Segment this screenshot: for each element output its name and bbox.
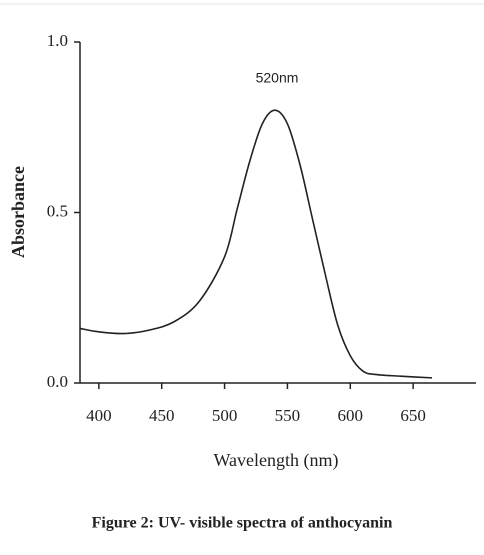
- x-tick-label: 450: [149, 406, 175, 425]
- spectrum-line: [79, 109, 433, 379]
- x-tick-label: 550: [275, 406, 301, 425]
- annotation: 520nm: [256, 70, 299, 86]
- x-tick-label: 400: [86, 406, 112, 425]
- y-tick-label: 0.5: [47, 201, 68, 220]
- y-tick-label: 0.0: [47, 372, 68, 391]
- y-axis-label: Absorbance: [8, 166, 28, 258]
- x-axis-label: Wavelength (nm): [213, 450, 338, 471]
- caption: Figure 2: UV- visible spectra of anthocy…: [92, 515, 393, 532]
- x-tick-label: 650: [400, 406, 426, 425]
- x-tick-label: 500: [212, 406, 238, 425]
- y-tick-label: 1.0: [47, 31, 68, 50]
- x-tick-label: 600: [338, 406, 364, 425]
